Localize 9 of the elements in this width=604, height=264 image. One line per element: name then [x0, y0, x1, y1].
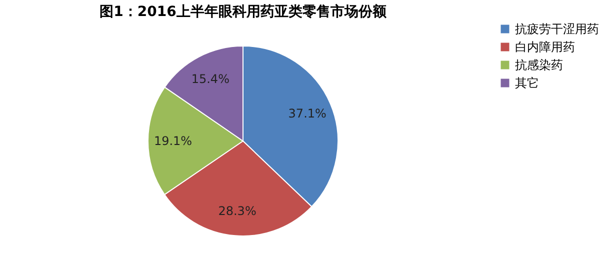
- data-label: 19.1%: [154, 134, 192, 148]
- legend-label: 抗感染药: [515, 58, 563, 72]
- data-label: 15.4%: [191, 72, 230, 86]
- chart-title: 图1：2016上半年眼科用药亚类零售市场份额: [100, 3, 388, 20]
- data-label: 37.1%: [288, 106, 326, 120]
- data-label: 28.3%: [218, 204, 256, 218]
- legend-label: 白内障用药: [515, 40, 575, 54]
- legend-label: 其它: [515, 76, 539, 90]
- legend-label: 抗疲劳干涩用药: [515, 22, 599, 36]
